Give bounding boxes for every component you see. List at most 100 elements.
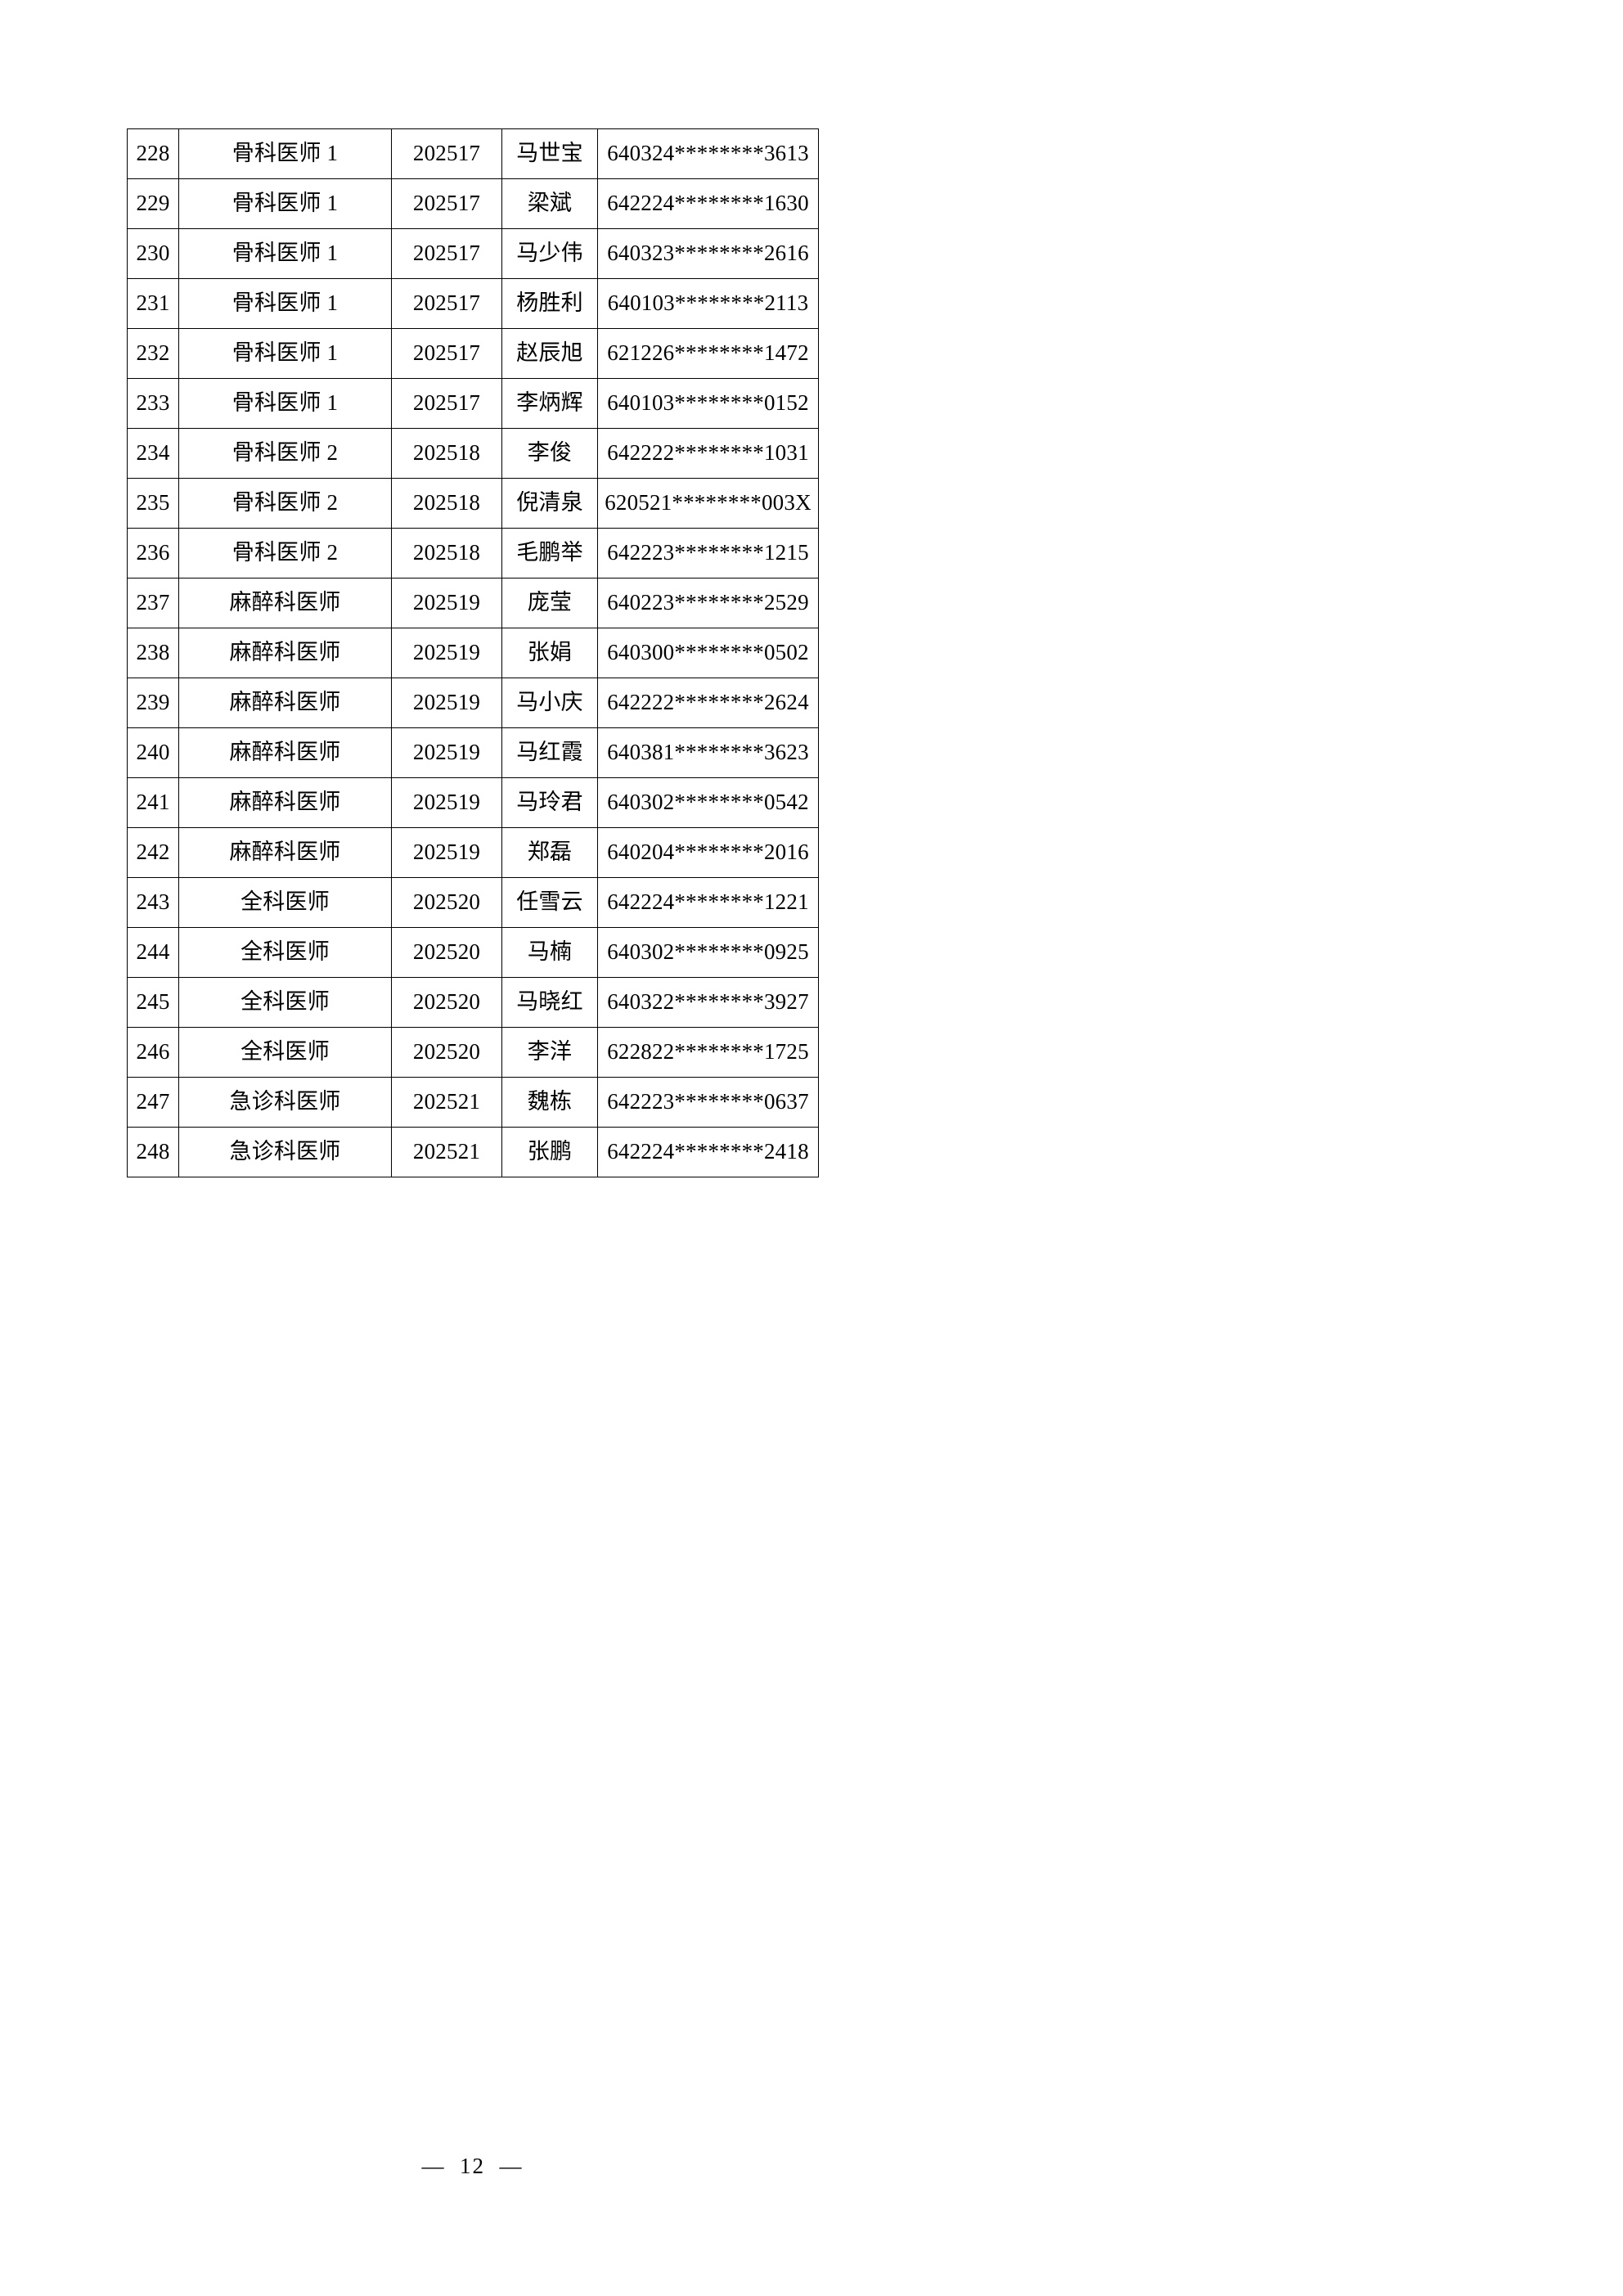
cell-pos: 骨科医师 2	[178, 428, 392, 479]
cell-name: 马少伟	[501, 228, 598, 279]
table-row: 240 麻醉科医师 202519 马红霞 640381********3623	[127, 727, 819, 778]
cell-pos: 麻醉科医师	[178, 827, 392, 878]
cell-pos: 急诊科医师	[178, 1077, 392, 1128]
cell-seq: 239	[127, 678, 179, 728]
cell-pos: 全科医师	[178, 927, 392, 978]
cell-pos: 急诊科医师	[178, 1127, 392, 1177]
cell-code: 202517	[391, 378, 502, 429]
cell-name: 马楠	[501, 927, 598, 978]
cell-pos: 骨科医师 1	[178, 328, 392, 379]
table-row: 245 全科医师 202520 马晓红 640322********3927	[127, 977, 819, 1028]
cell-seq: 232	[127, 328, 179, 379]
cell-seq: 230	[127, 228, 179, 279]
cell-seq: 229	[127, 178, 179, 229]
cell-id: 640381********3623	[597, 727, 819, 778]
cell-id: 640322********3927	[597, 977, 819, 1028]
candidate-roster-body: 228 骨科医师 1 202517 马世宝 640324********3613 229 骨…	[127, 128, 819, 1177]
cell-pos: 骨科医师 2	[178, 528, 392, 579]
cell-seq: 231	[127, 278, 179, 329]
cell-code: 202517	[391, 228, 502, 279]
cell-pos: 麻醉科医师	[178, 777, 392, 828]
cell-id: 642222********1031	[597, 428, 819, 479]
cell-pos: 麻醉科医师	[178, 628, 392, 678]
cell-pos: 骨科医师 2	[178, 478, 392, 529]
cell-name: 庞莹	[501, 578, 598, 628]
cell-seq: 242	[127, 827, 179, 878]
cell-code: 202518	[391, 478, 502, 529]
cell-pos: 骨科医师 1	[178, 228, 392, 279]
cell-id: 640103********2113	[597, 278, 819, 329]
cell-name: 赵辰旭	[501, 328, 598, 379]
cell-pos: 骨科医师 1	[178, 278, 392, 329]
cell-pos: 麻醉科医师	[178, 727, 392, 778]
cell-seq: 238	[127, 628, 179, 678]
cell-code: 202521	[391, 1127, 502, 1177]
cell-name: 毛鹏举	[501, 528, 598, 579]
cell-name: 李洋	[501, 1027, 598, 1078]
table-row: 246 全科医师 202520 李洋 622822********1725	[127, 1027, 819, 1078]
cell-code: 202520	[391, 977, 502, 1028]
cell-code: 202521	[391, 1077, 502, 1128]
cell-name: 郑磊	[501, 827, 598, 878]
cell-name: 马世宝	[501, 128, 598, 179]
page-footer: — 12 —	[421, 2154, 524, 2178]
cell-name: 李炳辉	[501, 378, 598, 429]
cell-id: 640223********2529	[597, 578, 819, 628]
cell-id: 640302********0925	[597, 927, 819, 978]
cell-name: 倪清泉	[501, 478, 598, 529]
cell-name: 马小庆	[501, 678, 598, 728]
cell-name: 梁斌	[501, 178, 598, 229]
cell-code: 202518	[391, 528, 502, 579]
cell-code: 202520	[391, 1027, 502, 1078]
cell-code: 202519	[391, 777, 502, 828]
cell-id: 640324********3613	[597, 128, 819, 179]
cell-seq: 240	[127, 727, 179, 778]
cell-seq: 243	[127, 877, 179, 928]
cell-code: 202519	[391, 727, 502, 778]
cell-name: 魏栋	[501, 1077, 598, 1128]
table-row: 241 麻醉科医师 202519 马玲君 640302********0542	[127, 777, 819, 828]
cell-name: 张鹏	[501, 1127, 598, 1177]
cell-id: 642223********1215	[597, 528, 819, 579]
cell-pos: 全科医师	[178, 877, 392, 928]
cell-id: 640300********0502	[597, 628, 819, 678]
table-row: 243 全科医师 202520 任雪云 642224********1221	[127, 877, 819, 928]
table-row: 231 骨科医师 1 202517 杨胜利 640103********2113	[127, 278, 819, 329]
table-row: 242 麻醉科医师 202519 郑磊 640204********2016	[127, 827, 819, 878]
cell-code: 202519	[391, 628, 502, 678]
table-row: 229 骨科医师 1 202517 梁斌 642224********1630	[127, 178, 819, 229]
cell-seq: 234	[127, 428, 179, 479]
table-row: 237 麻醉科医师 202519 庞莹 640223********2529	[127, 578, 819, 628]
table-row: 230 骨科医师 1 202517 马少伟 640323********2616	[127, 228, 819, 279]
cell-pos: 骨科医师 1	[178, 378, 392, 429]
cell-id: 642224********1630	[597, 178, 819, 229]
cell-code: 202517	[391, 128, 502, 179]
cell-seq: 247	[127, 1077, 179, 1128]
cell-seq: 228	[127, 128, 179, 179]
table-row: 233 骨科医师 1 202517 李炳辉 640103********0152	[127, 378, 819, 429]
table-row: 244 全科医师 202520 马楠 640302********0925	[127, 927, 819, 978]
cell-name: 任雪云	[501, 877, 598, 928]
cell-pos: 麻醉科医师	[178, 578, 392, 628]
table-row: 239 麻醉科医师 202519 马小庆 642222********2624	[127, 678, 819, 728]
table-row: 238 麻醉科医师 202519 张娟 640300********0502	[127, 628, 819, 678]
cell-code: 202517	[391, 328, 502, 379]
cell-code: 202519	[391, 678, 502, 728]
cell-id: 642222********2624	[597, 678, 819, 728]
cell-seq: 248	[127, 1127, 179, 1177]
cell-name: 马晓红	[501, 977, 598, 1028]
table-row: 248 急诊科医师 202521 张鹏 642224********2418	[127, 1127, 819, 1177]
cell-id: 622822********1725	[597, 1027, 819, 1078]
cell-id: 640323********2616	[597, 228, 819, 279]
cell-pos: 全科医师	[178, 1027, 392, 1078]
table-row: 247 急诊科医师 202521 魏栋 642223********0637	[127, 1077, 819, 1128]
cell-seq: 237	[127, 578, 179, 628]
cell-pos: 麻醉科医师	[178, 678, 392, 728]
cell-code: 202518	[391, 428, 502, 479]
cell-code: 202519	[391, 827, 502, 878]
cell-id: 642223********0637	[597, 1077, 819, 1128]
cell-id: 642224********1221	[597, 877, 819, 928]
table-row: 232 骨科医师 1 202517 赵辰旭 621226********1472	[127, 328, 819, 379]
table-row: 235 骨科医师 2 202518 倪清泉 620521********003X	[127, 478, 819, 529]
